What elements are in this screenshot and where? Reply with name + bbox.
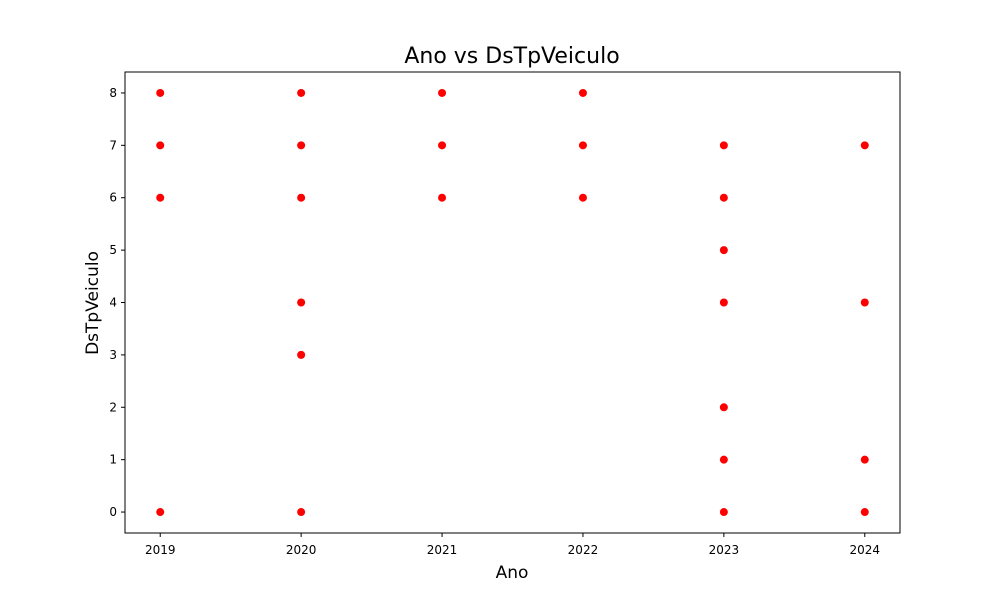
x-tick-label: 2020 [286, 543, 317, 557]
x-tick-label: 2023 [709, 543, 740, 557]
y-tick-label: 3 [109, 348, 117, 362]
data-point [719, 141, 728, 150]
data-point [578, 141, 587, 150]
data-point [719, 246, 728, 255]
x-axis-ticks: 2019 2020 2021 2022 2023 2024 [145, 533, 880, 557]
data-point [297, 193, 306, 202]
data-point [578, 88, 587, 97]
y-tick-label: 0 [109, 505, 117, 519]
data-point [719, 298, 728, 307]
y-tick-label: 2 [109, 400, 117, 414]
data-point [719, 508, 728, 517]
y-tick-label: 8 [109, 86, 117, 100]
x-tick-label: 2019 [145, 543, 176, 557]
data-point [297, 141, 306, 150]
data-point [578, 193, 587, 202]
y-tick-label: 1 [109, 453, 117, 467]
y-tick-label: 7 [109, 138, 117, 152]
data-point [297, 88, 306, 97]
data-points [156, 88, 869, 517]
data-point [719, 193, 728, 202]
data-point [860, 298, 869, 307]
data-point [860, 455, 869, 464]
x-axis-label: Ano [496, 563, 529, 583]
data-point [719, 455, 728, 464]
data-point [297, 508, 306, 517]
x-tick-label: 2021 [427, 543, 458, 557]
data-point [438, 141, 447, 150]
data-point [438, 193, 447, 202]
y-tick-label: 6 [109, 191, 117, 205]
plot-area [124, 71, 901, 534]
data-point [156, 141, 165, 150]
data-point [297, 350, 306, 359]
chart-title: Ano vs DsTpVeiculo [404, 44, 619, 69]
data-point [860, 508, 869, 517]
y-tick-label: 5 [109, 243, 117, 257]
data-point [156, 508, 165, 517]
data-point [860, 141, 869, 150]
y-axis-ticks: 0 1 2 3 4 5 6 7 8 [109, 86, 125, 519]
data-point [438, 88, 447, 97]
data-point [156, 193, 165, 202]
y-tick-label: 4 [109, 296, 117, 310]
x-tick-label: 2022 [568, 543, 599, 557]
data-point [297, 298, 306, 307]
x-tick-label: 2024 [849, 543, 880, 557]
data-point [156, 88, 165, 97]
data-point [719, 403, 728, 412]
y-axis-label: DsTpVeiculo [83, 251, 103, 355]
